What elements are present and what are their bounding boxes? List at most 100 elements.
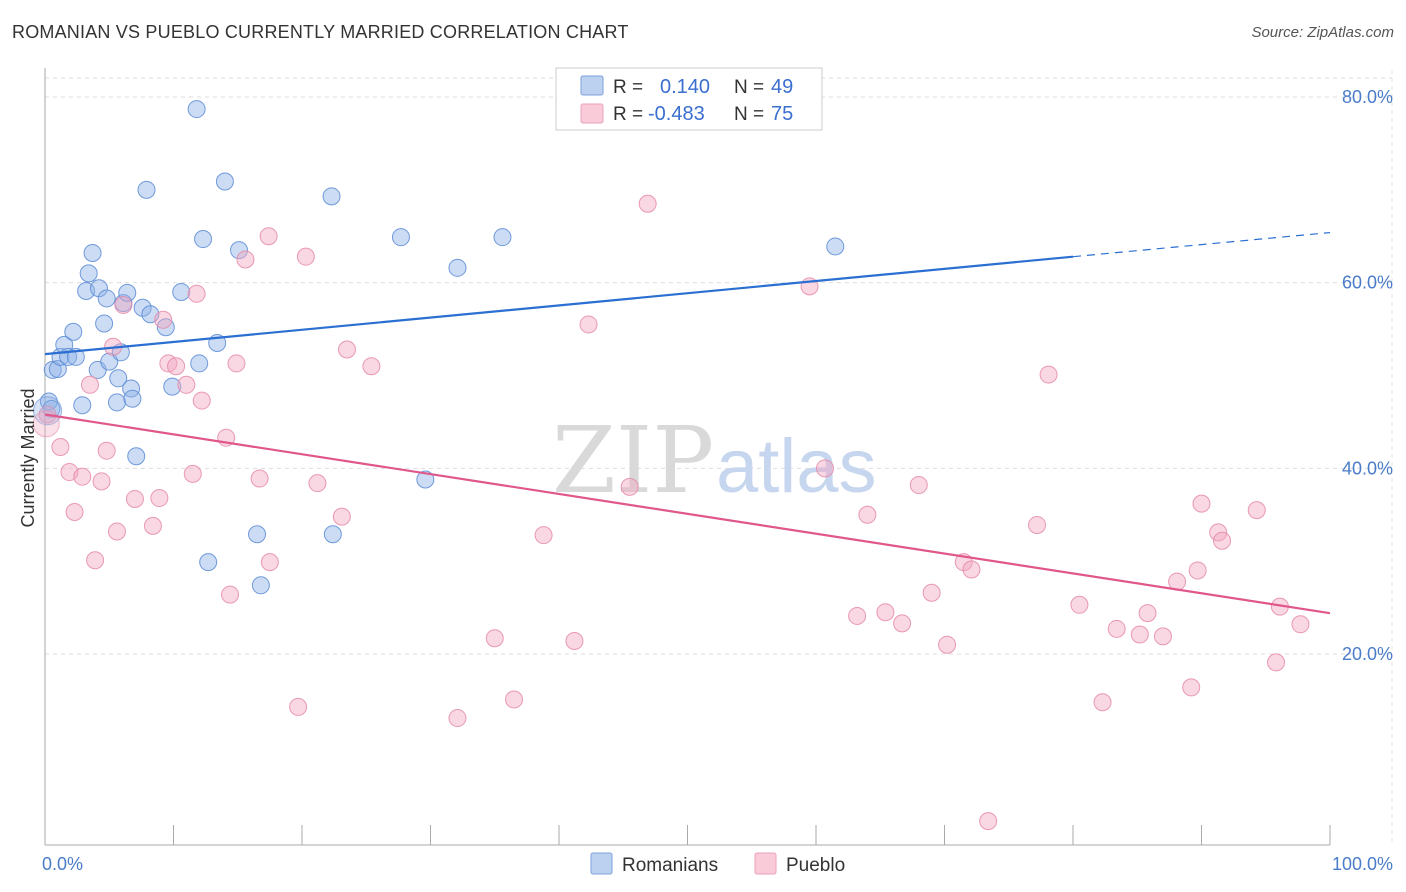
pueblo-point [979,812,998,831]
pueblo-point [289,697,308,716]
y-tick-labels: 20.0% 40.0% 60.0% 80.0% [1342,87,1393,664]
trend-lines [44,231,1331,615]
legend-n-label-2: N = [734,104,764,125]
bottom-legend: Romanians Pueblo [590,852,845,876]
pueblo-point [505,690,524,709]
pueblo-point [308,474,327,493]
romanians-point [79,264,98,283]
romanians-point [83,243,102,262]
romanians-point [89,279,108,298]
pueblo-point [579,315,598,334]
pueblo-point [65,502,84,521]
pueblo-point [534,526,553,545]
pueblo-point [1039,365,1058,384]
romanians-point [97,289,116,308]
romanians-point [248,525,267,544]
pueblo-point [848,606,867,625]
pueblo-point [86,551,105,570]
romanians-point [64,322,83,341]
romanians-point [199,553,218,572]
pueblo-point [250,469,269,488]
y-tick-label: 20.0% [1342,644,1393,664]
pueblo-point [1247,501,1266,520]
pueblo-point [1182,678,1201,697]
watermark-zip: ZIP [552,407,714,514]
pueblo-point [73,467,92,486]
pueblo-point [51,437,70,456]
pueblo-point [638,194,657,213]
pueblo-point [337,340,356,359]
romanians-point [190,354,209,373]
romanians-point [127,447,146,466]
pueblo-point [92,472,111,491]
pueblo-point [154,310,173,329]
chart-title: ROMANIAN VS PUEBLO CURRENTLY MARRIED COR… [12,22,629,42]
pueblo-point [183,464,202,483]
romanians-point [107,393,126,412]
bottom-legend-label-pueblo: Pueblo [786,855,845,876]
pueblo-point [114,295,133,314]
pueblo-point [962,560,981,579]
watermark-atlas: atlas [716,424,877,509]
romanians-point [163,377,182,396]
pueblo-point [1192,494,1211,513]
romanians-point [230,241,249,260]
pueblo-point [1188,561,1207,580]
pueblo-point [177,375,196,394]
romanians-point [48,360,67,379]
romanians-point [826,237,845,256]
x-tick-labels: 0.0% 100.0% [42,854,1393,874]
bottom-legend-swatch-pueblo [754,852,777,875]
romanians-point [73,396,92,415]
pueblo-point [485,629,504,648]
pueblo-point [1267,653,1286,672]
romanians-point [123,389,142,408]
romanians-trend-extension [1072,231,1331,258]
pueblo-point [167,357,186,376]
legend-r-value-1: 0.140 [660,76,710,98]
pueblo-point [815,459,834,478]
grid-lines [45,70,1393,845]
romanians-point [416,470,435,489]
romanians-trend-line [44,255,1074,356]
legend-n-value-1: 49 [771,76,793,98]
romanians-point [187,100,206,119]
romanians-point [172,282,191,301]
pueblo-point [1028,515,1047,534]
pueblo-point [938,635,957,654]
pueblo-point [107,522,126,541]
legend-r-value-2: -0.483 [648,103,705,125]
pueblo-point [1213,531,1232,550]
pueblo-point [80,375,99,394]
romanians-point [323,525,342,544]
romanians-point [493,228,512,247]
pueblo-point [143,516,162,535]
pueblo-point [448,709,467,728]
pueblo-point [922,583,941,602]
legend-n-label-1: N = [734,77,764,98]
legend-r-label-2: R = [613,104,643,125]
y-tick-label: 40.0% [1342,458,1393,478]
pueblo-point [192,391,211,410]
pueblo-point [236,250,255,269]
pueblo-point [1093,693,1112,712]
romanians-point [391,228,410,247]
pueblo-point [1070,595,1089,614]
pueblo-point [1130,625,1149,644]
pueblo-point [332,507,351,526]
pueblo-trend-line [44,413,1331,615]
legend-n-value-2: 75 [771,103,793,125]
romanians-point [118,283,137,302]
source-credit: Source: ZipAtlas.com [1251,24,1394,41]
legend-swatch-pueblo [580,103,604,124]
romanians-point [133,298,152,317]
pueblo-point [909,476,928,495]
bottom-legend-swatch-romanians [590,852,613,875]
pueblo-point [259,227,278,246]
pueblo-point [187,284,206,303]
y-axis-label: Currently Married [18,388,38,527]
romanians-point [156,318,175,337]
y-tick-label: 80.0% [1342,87,1393,107]
x-tick-label-min: 0.0% [42,854,83,874]
pueblo-point [221,585,240,604]
